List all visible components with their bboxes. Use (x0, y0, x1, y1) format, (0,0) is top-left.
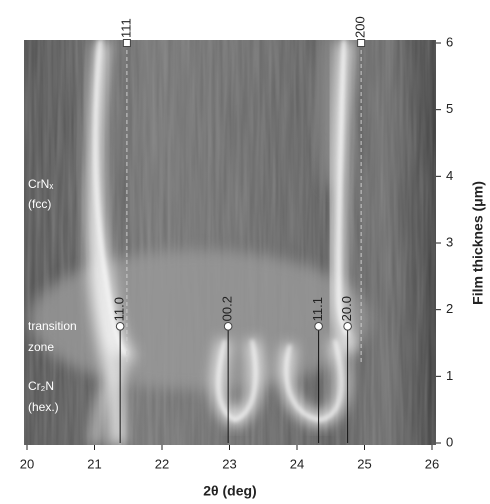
reference-label: 00.2 (220, 296, 235, 321)
region-label: (hex.) (28, 400, 59, 414)
x-tick-label: 21 (87, 456, 101, 471)
x-tick-label: 22 (155, 456, 169, 471)
reference-marker (357, 39, 366, 47)
x-axis-title: 2θ (deg) (203, 483, 256, 499)
y-tick-label: 4 (446, 168, 453, 183)
y-tick-label: 1 (446, 368, 453, 383)
reference-label: 11.0 (112, 297, 127, 321)
x-tick-label: 25 (357, 456, 371, 471)
reference-marker (122, 39, 131, 47)
intensity-map (24, 40, 436, 445)
region-label: Cr₂N (28, 379, 54, 393)
x-tick-label: 23 (222, 456, 236, 471)
y-axis-title: Film thicknes (μm) (470, 181, 486, 305)
region-label: zone (28, 340, 54, 354)
x-tick-label: 26 (425, 456, 439, 471)
x-tick-label: 24 (290, 456, 304, 471)
region-label: transition (28, 319, 77, 333)
y-tick-label: 6 (446, 34, 453, 49)
reference-label: 111 (118, 18, 133, 38)
y-tick-label: 2 (446, 301, 453, 316)
x-tick-label: 20 (20, 456, 34, 471)
reference-marker (314, 322, 323, 331)
region-label: CrNₓ (28, 177, 53, 191)
reference-label: 20.0 (339, 296, 354, 321)
region-label: (fcc) (28, 197, 51, 211)
reference-label: 200 (353, 16, 368, 38)
y-tick-label: 0 (446, 434, 453, 449)
y-tick-label: 3 (446, 234, 453, 249)
reference-marker (115, 322, 125, 331)
reference-label: 11.1 (310, 297, 325, 321)
y-tick-label: 5 (446, 101, 453, 116)
reference-marker (343, 322, 352, 331)
reference-marker (223, 322, 233, 331)
